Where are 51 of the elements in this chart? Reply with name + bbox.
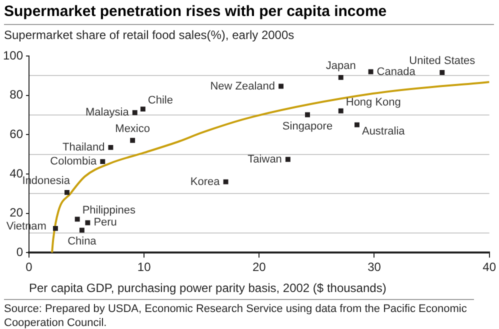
point	[338, 108, 344, 114]
x-tick-label: 10	[137, 260, 152, 274]
point	[132, 110, 138, 116]
annotation: Taiwan	[248, 153, 282, 166]
point	[223, 179, 228, 184]
point	[440, 70, 445, 75]
annotation: Colombia	[50, 156, 98, 168]
point	[130, 138, 136, 143]
annotation: Malaysia	[85, 106, 130, 119]
point	[305, 112, 310, 118]
point	[338, 74, 344, 80]
y-tick-label: 60	[10, 126, 24, 141]
point	[140, 106, 146, 112]
point	[285, 156, 290, 162]
chart-subtitle: Supermarket share of retail food sales(%), early 2000s	[4, 24, 494, 42]
annotation: Korea	[190, 176, 221, 188]
x-tick-label: 40	[482, 260, 496, 274]
x-tick-label: 0	[26, 260, 33, 274]
annotation: Philippines	[82, 204, 136, 217]
point	[79, 228, 84, 233]
annotation: Thailand	[62, 141, 105, 154]
y-tick-label: 80	[10, 88, 24, 102]
annotation: Hong Kong	[346, 96, 401, 108]
y-tick-label: 40	[10, 166, 24, 180]
x-axis-title: Per capita GDP, purchasing power parity basis, 2002 ($ thousands)	[29, 281, 386, 295]
annotation: Australia	[362, 125, 406, 138]
y-tick-label: 0	[16, 244, 24, 259]
y-tick-label: 100	[2, 48, 24, 62]
annotation: China	[68, 236, 98, 248]
chart-title: Supermarket penetration rises with per capita income	[4, 3, 387, 20]
annotation: United States	[409, 55, 476, 68]
point	[108, 144, 114, 150]
annotation: Peru	[94, 216, 117, 229]
point	[278, 84, 284, 89]
point	[74, 216, 80, 222]
point	[100, 159, 106, 164]
annotation: Mexico	[115, 122, 150, 135]
annotation: New Zealand	[210, 80, 276, 92]
point	[52, 226, 58, 231]
point	[354, 122, 360, 128]
point	[368, 69, 374, 74]
annotation: Canada	[376, 66, 416, 78]
point	[64, 190, 70, 195]
point	[85, 220, 90, 226]
y-tick-label: 20	[10, 206, 24, 220]
annotation: Japan	[326, 60, 356, 72]
source-note: Source: Prepared by USDA, Economic Research Service using data from the Pacific Economic Cooperation Council.	[4, 299, 474, 329]
annotation: Singapore	[282, 120, 333, 132]
x-tick-label: 30	[368, 260, 382, 274]
annotation: Chile	[148, 94, 174, 107]
x-tick-label: 20	[252, 260, 266, 274]
